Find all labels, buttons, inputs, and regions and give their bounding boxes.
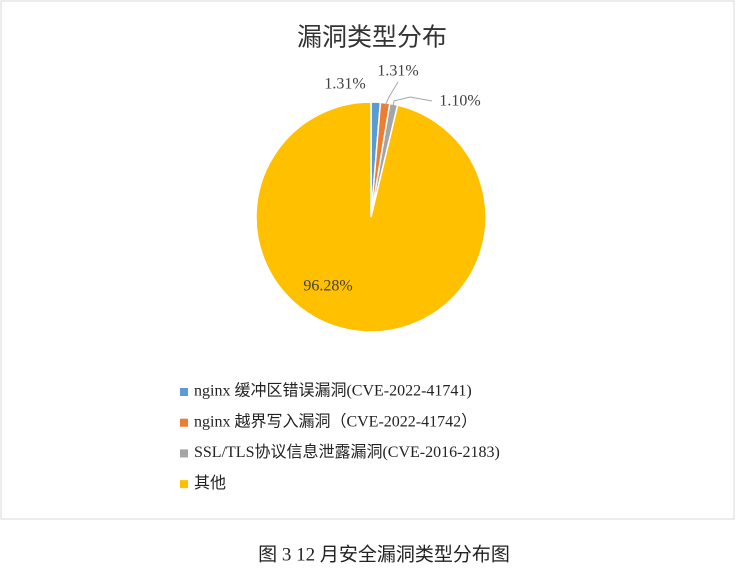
legend-swatch — [180, 449, 188, 458]
data-label: 96.28% — [303, 278, 352, 295]
legend-label: 其他 — [194, 474, 226, 492]
legend-label: SSL/TLS协议信息泄露漏洞(CVE-2016-2183) — [194, 443, 500, 461]
caption: 图 3 12 月安全漏洞类型分布图 — [258, 543, 510, 565]
leader-line — [384, 81, 399, 108]
pie-slice — [255, 101, 487, 333]
legend-swatch — [180, 480, 188, 489]
leader-line — [392, 96, 433, 109]
data-label: 1.10% — [439, 93, 480, 110]
data-label: 1.31% — [324, 76, 365, 93]
legend-label: nginx 缓冲区错误漏洞(CVE-2022-41741) — [194, 382, 472, 400]
data-label: 1.31% — [377, 63, 418, 80]
chart-title: 漏洞类型分布 — [297, 24, 447, 52]
legend-label: nginx 越界写入漏洞（CVE-2022-41742） — [194, 412, 477, 430]
legend-swatch — [180, 418, 188, 427]
legend-swatch — [180, 388, 188, 396]
